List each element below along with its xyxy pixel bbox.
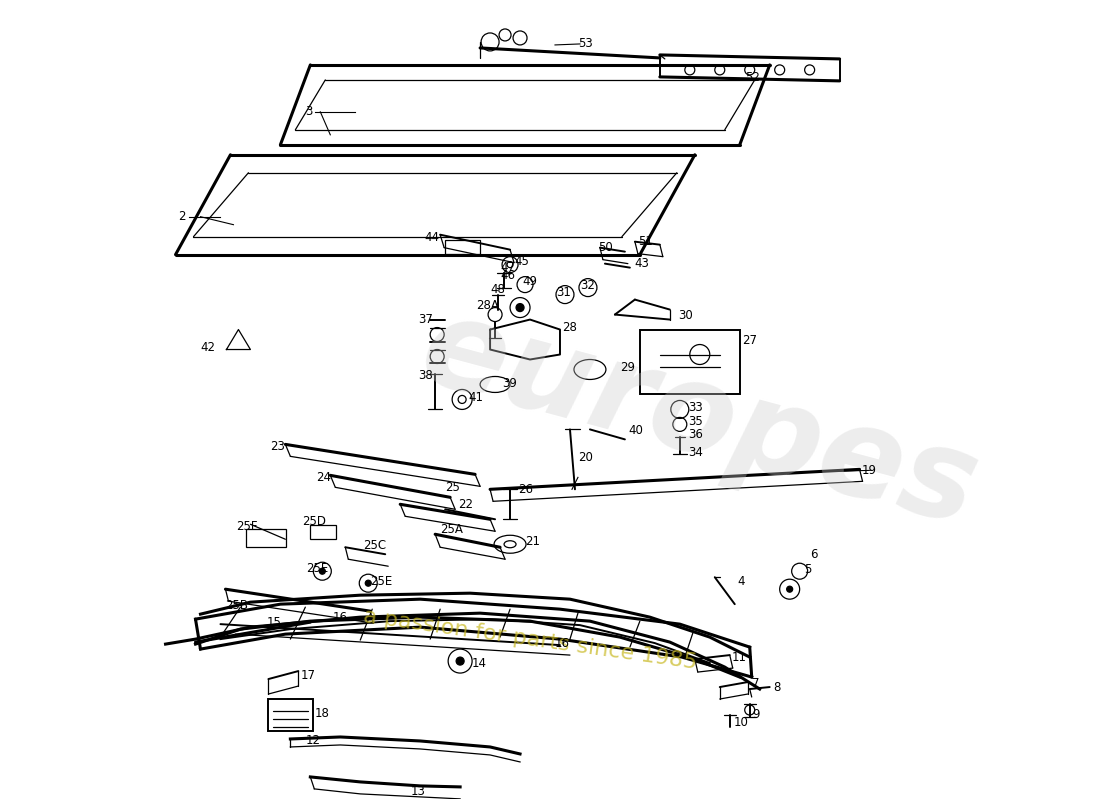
Text: 25E: 25E bbox=[371, 574, 393, 588]
Text: 34: 34 bbox=[688, 446, 703, 459]
Text: 10: 10 bbox=[734, 717, 749, 730]
Text: a passion for parts since 1985: a passion for parts since 1985 bbox=[362, 606, 698, 673]
FancyBboxPatch shape bbox=[246, 530, 286, 547]
Text: 2: 2 bbox=[178, 210, 186, 223]
Text: 51: 51 bbox=[638, 235, 652, 248]
FancyBboxPatch shape bbox=[640, 330, 739, 394]
Text: 48: 48 bbox=[491, 283, 505, 296]
Text: 8: 8 bbox=[773, 681, 781, 694]
Circle shape bbox=[516, 303, 524, 311]
Text: 11: 11 bbox=[732, 650, 747, 663]
Text: 26: 26 bbox=[518, 483, 534, 496]
Text: 39: 39 bbox=[502, 377, 517, 390]
Text: 37: 37 bbox=[418, 313, 433, 326]
Text: 28A: 28A bbox=[476, 299, 499, 312]
Text: 49: 49 bbox=[522, 275, 537, 288]
Text: 25C: 25C bbox=[363, 538, 386, 552]
Text: 5: 5 bbox=[804, 562, 811, 576]
Circle shape bbox=[456, 657, 464, 665]
Text: 15: 15 bbox=[266, 616, 282, 629]
Text: 16: 16 bbox=[332, 610, 348, 624]
Text: 9: 9 bbox=[752, 707, 760, 721]
FancyBboxPatch shape bbox=[446, 240, 480, 254]
Text: 17: 17 bbox=[300, 669, 316, 682]
Text: 38: 38 bbox=[418, 369, 433, 382]
Text: 35: 35 bbox=[688, 415, 703, 428]
Text: 43: 43 bbox=[634, 257, 649, 270]
Circle shape bbox=[319, 568, 326, 574]
Text: 46: 46 bbox=[500, 269, 515, 282]
Text: europes: europes bbox=[409, 287, 991, 552]
Text: 6: 6 bbox=[810, 548, 817, 561]
Text: 32: 32 bbox=[580, 279, 595, 292]
Text: 21: 21 bbox=[525, 534, 540, 548]
Text: 19: 19 bbox=[861, 464, 877, 477]
Text: 25E: 25E bbox=[306, 562, 329, 574]
Text: 27: 27 bbox=[741, 334, 757, 347]
Text: 45: 45 bbox=[514, 255, 529, 268]
Text: 25B: 25B bbox=[226, 598, 249, 612]
FancyBboxPatch shape bbox=[310, 526, 337, 539]
Text: 40: 40 bbox=[628, 424, 642, 437]
Text: 36: 36 bbox=[688, 428, 703, 441]
Text: 29: 29 bbox=[620, 361, 635, 374]
Text: 30: 30 bbox=[678, 309, 693, 322]
Text: 25: 25 bbox=[446, 481, 460, 494]
Text: 25D: 25D bbox=[302, 514, 327, 528]
Text: 24: 24 bbox=[317, 471, 331, 484]
Text: 31: 31 bbox=[556, 286, 571, 299]
Text: 14: 14 bbox=[472, 657, 487, 670]
Circle shape bbox=[365, 580, 371, 586]
Circle shape bbox=[786, 586, 793, 592]
Text: 3: 3 bbox=[306, 106, 312, 118]
Text: 25A: 25A bbox=[440, 522, 463, 536]
Text: 18: 18 bbox=[315, 706, 329, 719]
Text: 20: 20 bbox=[578, 451, 593, 464]
Text: 12: 12 bbox=[306, 734, 320, 747]
FancyBboxPatch shape bbox=[268, 699, 313, 731]
Text: 4: 4 bbox=[738, 574, 745, 588]
Text: 13: 13 bbox=[410, 786, 425, 798]
Text: 33: 33 bbox=[688, 401, 703, 414]
Text: 53: 53 bbox=[578, 38, 593, 50]
Text: 44: 44 bbox=[425, 231, 439, 244]
Text: 42: 42 bbox=[200, 341, 216, 354]
Text: 23: 23 bbox=[271, 440, 285, 453]
Text: 28: 28 bbox=[562, 321, 576, 334]
Text: 41: 41 bbox=[469, 391, 483, 404]
Text: 50: 50 bbox=[598, 241, 613, 254]
Text: 52: 52 bbox=[745, 71, 760, 84]
Text: 7: 7 bbox=[751, 677, 759, 690]
Text: 16: 16 bbox=[556, 637, 570, 650]
Text: 47: 47 bbox=[500, 261, 515, 274]
Text: 22: 22 bbox=[458, 498, 473, 510]
Text: 25F: 25F bbox=[236, 520, 257, 533]
